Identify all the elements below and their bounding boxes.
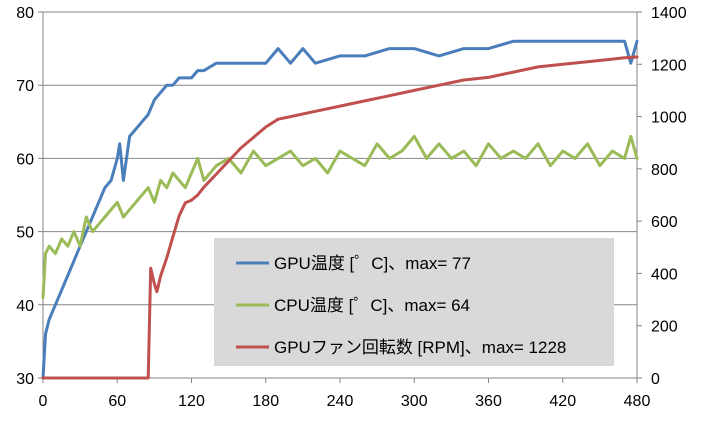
left-tick-label: 70	[16, 78, 34, 95]
x-tick-label: 420	[549, 393, 576, 410]
legend-label-1: GPU温度 [゜C]、max= 77	[274, 254, 471, 273]
left-tick-label: 50	[16, 225, 34, 242]
x-tick-label: 480	[624, 393, 651, 410]
legend-label-2: CPU温度 [゜C]、max= 64	[274, 296, 470, 315]
right-tick-label: 1200	[651, 57, 687, 74]
x-axis-ticks: 0 60 120 180 240 300 360 420 480	[39, 378, 651, 410]
right-tick-label: 200	[651, 319, 678, 336]
series-layer	[41, 39, 639, 380]
series-line-3	[41, 55, 639, 380]
right-tick-label: 1000	[651, 110, 687, 127]
right-tick-label: 600	[651, 214, 678, 231]
left-axis-ticks: 30 40 50 60 70 80	[16, 5, 43, 388]
x-tick-label: 300	[401, 393, 428, 410]
x-tick-label: 120	[178, 393, 205, 410]
legend-label-3: GPUファン回転数 [RPM]、max= 1228	[274, 338, 566, 357]
legend-box	[214, 238, 614, 366]
left-tick-label: 30	[16, 371, 34, 388]
left-tick-label: 80	[16, 5, 34, 22]
right-tick-label: 0	[651, 371, 660, 388]
series-line-2	[41, 134, 639, 299]
x-tick-label: 180	[252, 393, 279, 410]
right-tick-label: 800	[651, 162, 678, 179]
x-tick-label: 240	[327, 393, 354, 410]
left-tick-label: 40	[16, 298, 34, 315]
x-tick-label: 360	[475, 393, 502, 410]
right-tick-label: 1400	[651, 5, 687, 22]
legend: GPU温度 [゜C]、max= 77 CPU温度 [゜C]、max= 64 GPUフ…	[214, 238, 614, 366]
right-tick-label: 400	[651, 266, 678, 283]
left-tick-label: 60	[16, 151, 34, 168]
x-tick-label: 60	[108, 393, 126, 410]
right-axis-ticks: 0 200 400 600 800 1000 1200 1400	[637, 5, 687, 388]
x-tick-label: 0	[39, 393, 48, 410]
